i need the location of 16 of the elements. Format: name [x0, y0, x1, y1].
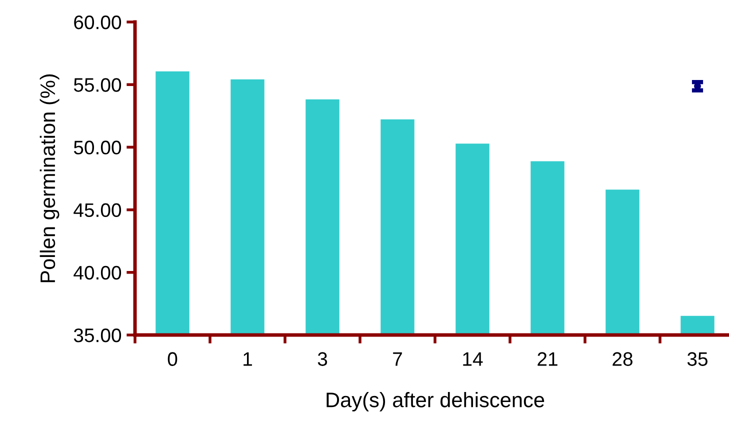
y-tick-label: 40.00 — [74, 266, 122, 280]
x-tick-label: 1 — [244, 352, 252, 366]
x-tick-label: 28 — [612, 352, 632, 366]
y-tick-label: 60.00 — [74, 15, 122, 30]
y-axis-title: Pollen germination (%) — [40, 74, 60, 282]
x-tick-label: 21 — [538, 352, 558, 366]
x-tick-label: 35 — [687, 352, 708, 366]
x-axis-title: Day(s) after dehiscence — [326, 392, 544, 412]
x-tick-label: 7 — [393, 352, 402, 366]
x-tick-label: 0 — [168, 352, 178, 366]
x-tick-label: 14 — [463, 352, 483, 366]
y-tick-label: 55.00 — [74, 78, 122, 92]
y-tick-label: 50.00 — [74, 140, 122, 154]
y-tick-label: 35.00 — [74, 328, 122, 342]
x-tick-label: 3 — [318, 352, 328, 366]
y-tick-label: 45.00 — [74, 203, 122, 218]
